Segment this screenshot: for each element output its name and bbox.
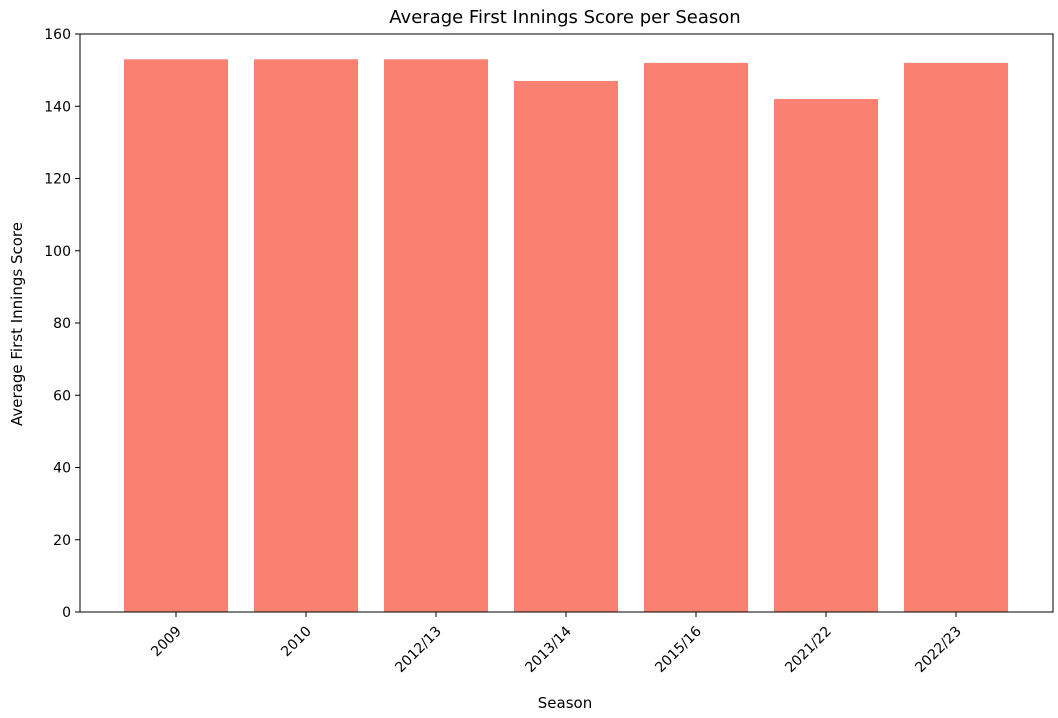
x-tick-label: 2021/22: [782, 624, 834, 676]
x-axis-label: Season: [538, 694, 592, 712]
x-tick-label: 2009: [148, 624, 185, 661]
x-tick-label: 2022/23: [912, 624, 964, 676]
bar-2021-22: [774, 99, 878, 612]
bar-2015-16: [644, 62, 748, 612]
y-tick-label: 100: [44, 244, 71, 260]
y-tick-label: 80: [53, 316, 71, 332]
y-tick-label: 120: [44, 172, 71, 188]
y-tick-label: 140: [44, 99, 71, 115]
y-axis-label: Average First Innings Score: [8, 222, 26, 426]
x-tick-label: 2015/16: [652, 623, 705, 676]
bar-2013-14: [514, 80, 618, 612]
y-tick-label: 160: [44, 27, 71, 43]
y-tick-label: 0: [62, 605, 71, 621]
bar-2012-13: [384, 59, 488, 613]
y-tick-label: 40: [53, 461, 71, 477]
bar-2009: [124, 59, 228, 613]
x-tick-label: 2012/13: [392, 624, 444, 676]
plot-area: 0 20 40 60 80 100 120 140 160 2009 2010 2012/13 2013…: [44, 27, 1054, 676]
chart-title: Average First Innings Score per Season: [389, 7, 740, 28]
bar-2010: [254, 59, 358, 613]
y-tick-label: 60: [53, 388, 71, 404]
y-tick-label: 20: [53, 533, 71, 549]
bar-2022-23: [904, 62, 1008, 612]
x-tick-label: 2010: [278, 624, 315, 661]
x-tick-label: 2013/14: [522, 623, 575, 676]
